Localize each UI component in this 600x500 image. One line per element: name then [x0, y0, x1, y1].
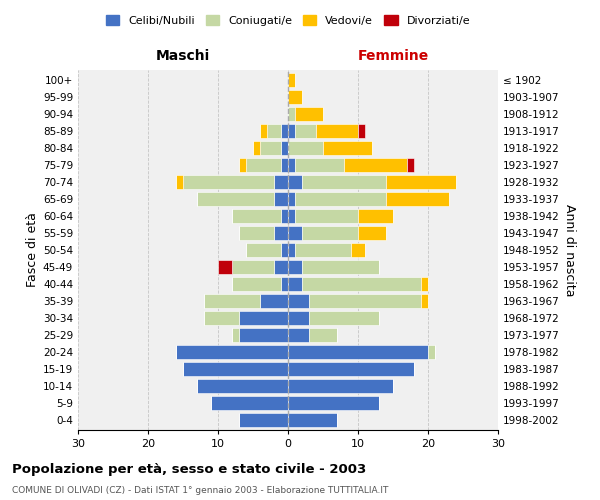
Bar: [302, 226, 358, 240]
Bar: [197, 192, 274, 206]
Bar: [358, 209, 393, 224]
Bar: [274, 192, 288, 206]
Bar: [295, 124, 316, 138]
Bar: [288, 209, 295, 224]
Bar: [428, 344, 435, 359]
Bar: [288, 378, 393, 393]
Bar: [288, 243, 295, 257]
Bar: [288, 260, 302, 274]
Bar: [281, 158, 288, 172]
Bar: [246, 243, 281, 257]
Bar: [239, 158, 246, 172]
Bar: [274, 260, 288, 274]
Bar: [232, 328, 239, 342]
Bar: [281, 276, 288, 291]
Bar: [295, 243, 351, 257]
Bar: [239, 226, 274, 240]
Bar: [232, 276, 281, 291]
Bar: [386, 192, 449, 206]
Bar: [295, 192, 386, 206]
Text: Popolazione per età, sesso e stato civile - 2003: Popolazione per età, sesso e stato civil…: [12, 462, 366, 475]
Bar: [232, 260, 274, 274]
Bar: [281, 141, 288, 156]
Bar: [288, 192, 295, 206]
Bar: [281, 124, 288, 138]
Bar: [218, 260, 232, 274]
Bar: [302, 276, 421, 291]
Bar: [281, 243, 288, 257]
Bar: [344, 158, 407, 172]
Bar: [309, 294, 421, 308]
Bar: [176, 175, 183, 190]
Bar: [288, 344, 428, 359]
Bar: [197, 378, 288, 393]
Legend: Celibi/Nubili, Coniugati/e, Vedovi/e, Divorziati/e: Celibi/Nubili, Coniugati/e, Vedovi/e, Di…: [101, 11, 475, 30]
Bar: [239, 310, 288, 325]
Bar: [183, 362, 288, 376]
Bar: [288, 90, 302, 104]
Bar: [288, 294, 309, 308]
Bar: [309, 328, 337, 342]
Bar: [288, 396, 379, 410]
Bar: [246, 158, 281, 172]
Y-axis label: Fasce di età: Fasce di età: [26, 212, 39, 288]
Bar: [260, 294, 288, 308]
Bar: [288, 107, 295, 122]
Bar: [295, 158, 344, 172]
Bar: [295, 209, 358, 224]
Bar: [239, 328, 288, 342]
Bar: [421, 276, 428, 291]
Bar: [288, 362, 414, 376]
Bar: [274, 226, 288, 240]
Bar: [211, 396, 288, 410]
Bar: [204, 310, 239, 325]
Bar: [407, 158, 414, 172]
Bar: [253, 141, 260, 156]
Bar: [281, 209, 288, 224]
Bar: [239, 412, 288, 427]
Bar: [358, 124, 365, 138]
Bar: [358, 226, 386, 240]
Bar: [176, 344, 288, 359]
Text: COMUNE DI OLIVADI (CZ) - Dati ISTAT 1° gennaio 2003 - Elaborazione TUTTITALIA.IT: COMUNE DI OLIVADI (CZ) - Dati ISTAT 1° g…: [12, 486, 388, 495]
Bar: [323, 141, 372, 156]
Bar: [302, 260, 379, 274]
Bar: [260, 124, 267, 138]
Bar: [288, 310, 309, 325]
Bar: [288, 141, 323, 156]
Text: Maschi: Maschi: [156, 49, 210, 63]
Bar: [288, 226, 302, 240]
Bar: [260, 141, 281, 156]
Bar: [288, 73, 295, 88]
Bar: [288, 412, 337, 427]
Bar: [288, 328, 309, 342]
Bar: [386, 175, 456, 190]
Bar: [316, 124, 358, 138]
Bar: [288, 175, 302, 190]
Bar: [288, 276, 302, 291]
Bar: [204, 294, 260, 308]
Bar: [309, 310, 379, 325]
Bar: [295, 107, 323, 122]
Bar: [267, 124, 281, 138]
Text: Femmine: Femmine: [358, 49, 428, 63]
Bar: [274, 175, 288, 190]
Bar: [302, 175, 386, 190]
Bar: [351, 243, 365, 257]
Bar: [288, 158, 295, 172]
Bar: [288, 124, 295, 138]
Bar: [183, 175, 274, 190]
Y-axis label: Anni di nascita: Anni di nascita: [563, 204, 576, 296]
Bar: [232, 209, 281, 224]
Bar: [421, 294, 428, 308]
